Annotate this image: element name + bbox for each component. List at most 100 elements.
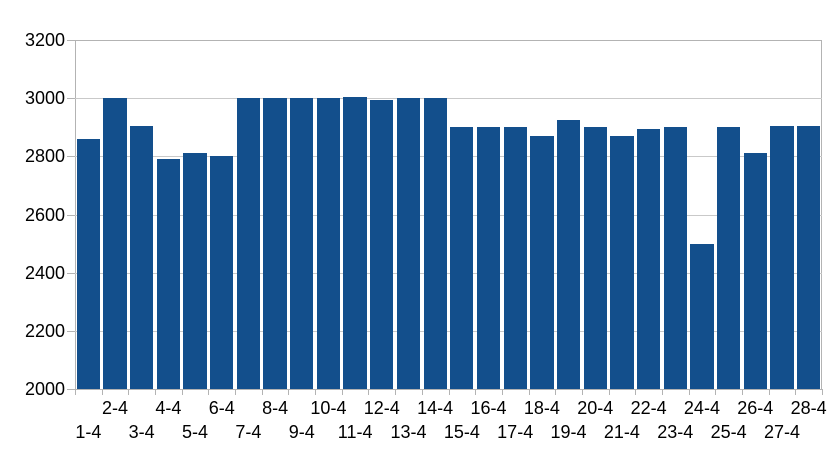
- bar: [503, 127, 527, 389]
- x-tick-label: 7-4: [235, 422, 262, 442]
- bar: [210, 156, 234, 389]
- x-axis-tick: [475, 389, 477, 395]
- bar: [290, 98, 314, 389]
- y-axis-tick: [67, 40, 75, 41]
- bar: [476, 127, 501, 389]
- x-tick-label: 4-4: [155, 398, 182, 418]
- x-tick-label: 2-4: [102, 398, 129, 418]
- x-axis-tick: [101, 389, 103, 395]
- x-tick-label: 8-4: [262, 398, 289, 418]
- x-tick-label: 18-4: [523, 398, 560, 418]
- x-axis-tick: [261, 389, 263, 395]
- bar: [770, 125, 794, 389]
- x-axis-tick: [768, 389, 770, 395]
- x-axis-tick: [448, 389, 450, 395]
- x-tick-label: 12-4: [363, 398, 400, 418]
- x-axis-tick: [528, 389, 530, 395]
- y-tick-label: 2400: [24, 262, 65, 283]
- bar: [583, 127, 607, 389]
- bar: [316, 98, 341, 389]
- x-axis-tick: [128, 389, 130, 395]
- x-axis-tick: [368, 389, 370, 395]
- x-axis-tick: [715, 389, 717, 395]
- x-tick-label: 3-4: [128, 422, 155, 442]
- x-axis-tick: [661, 389, 663, 395]
- x-tick-label: 5-4: [182, 422, 209, 442]
- x-axis-tick: [795, 389, 797, 395]
- x-tick-label: 22-4: [630, 398, 667, 418]
- x-axis-tick: [555, 389, 557, 395]
- y-axis-tick: [67, 389, 75, 390]
- bar: [156, 159, 180, 389]
- y-tick-label: 2600: [24, 204, 65, 225]
- bar: [716, 127, 741, 389]
- y-tick-label: 2200: [24, 320, 65, 341]
- x-tick-label: 27-4: [763, 422, 800, 442]
- bar: [663, 127, 687, 389]
- bar: [396, 98, 421, 389]
- bar: [610, 135, 634, 389]
- x-axis-tick: [421, 389, 423, 395]
- bar: [743, 153, 767, 389]
- x-axis-tick: [635, 389, 637, 395]
- x-axis-tick: [822, 389, 823, 395]
- y-tick-label: 3000: [24, 88, 65, 109]
- bar: [636, 128, 661, 389]
- x-tick-label: 26-4: [737, 398, 774, 418]
- x-tick-label: 21-4: [603, 422, 640, 442]
- x-tick-label: 10-4: [310, 398, 347, 418]
- x-tick-label: 1-4: [75, 422, 102, 442]
- x-axis-tick: [395, 389, 397, 395]
- bar: [343, 96, 367, 389]
- y-tick-label: 2000: [24, 379, 65, 399]
- bar: [183, 153, 207, 389]
- x-axis-tick: [315, 389, 317, 395]
- bar: [263, 98, 287, 389]
- x-tick-label: 23-4: [657, 422, 694, 442]
- x-tick-label: 6-4: [208, 398, 235, 418]
- x-axis-tick: [581, 389, 583, 395]
- bar: [556, 119, 581, 389]
- x-tick-label: 24-4: [683, 398, 720, 418]
- x-tick-label: 19-4: [550, 422, 587, 442]
- gridline: [75, 272, 822, 274]
- bar: [130, 125, 154, 389]
- gridline: [75, 40, 822, 41]
- x-axis-tick: [75, 389, 76, 395]
- gridline: [75, 98, 822, 100]
- bar: [103, 98, 127, 389]
- x-axis-tick: [341, 389, 343, 395]
- y-tick-label: 3200: [24, 30, 65, 50]
- x-tick-label: 20-4: [577, 398, 614, 418]
- bar: [797, 125, 821, 389]
- bar: [530, 135, 554, 389]
- bar: [370, 99, 394, 389]
- x-axis-tick: [235, 389, 237, 395]
- x-axis-tick: [741, 389, 743, 395]
- bar: [76, 138, 100, 389]
- x-axis-tick: [181, 389, 183, 395]
- x-tick-label: 17-4: [497, 422, 534, 442]
- y-axis-tick: [67, 272, 75, 274]
- y-axis-tick: [67, 330, 75, 332]
- x-axis-tick: [501, 389, 503, 395]
- x-tick-label: 16-4: [470, 398, 507, 418]
- bar: [423, 98, 447, 389]
- x-axis-tick: [155, 389, 157, 395]
- x-axis-tick: [288, 389, 290, 395]
- plot-area: [75, 40, 822, 390]
- x-tick-label: 28-4: [790, 398, 827, 418]
- x-axis-tick: [608, 389, 610, 395]
- x-tick-label: 9-4: [288, 422, 315, 442]
- bar: [450, 127, 474, 389]
- x-tick-label: 13-4: [390, 422, 427, 442]
- x-tick-label: 25-4: [710, 422, 747, 442]
- x-tick-label: 15-4: [443, 422, 480, 442]
- bar: [236, 98, 261, 389]
- gridline: [75, 214, 822, 216]
- x-tick-label: 14-4: [417, 398, 454, 418]
- bar: [690, 243, 714, 389]
- gridline: [75, 156, 822, 158]
- y-axis-tick: [67, 98, 75, 100]
